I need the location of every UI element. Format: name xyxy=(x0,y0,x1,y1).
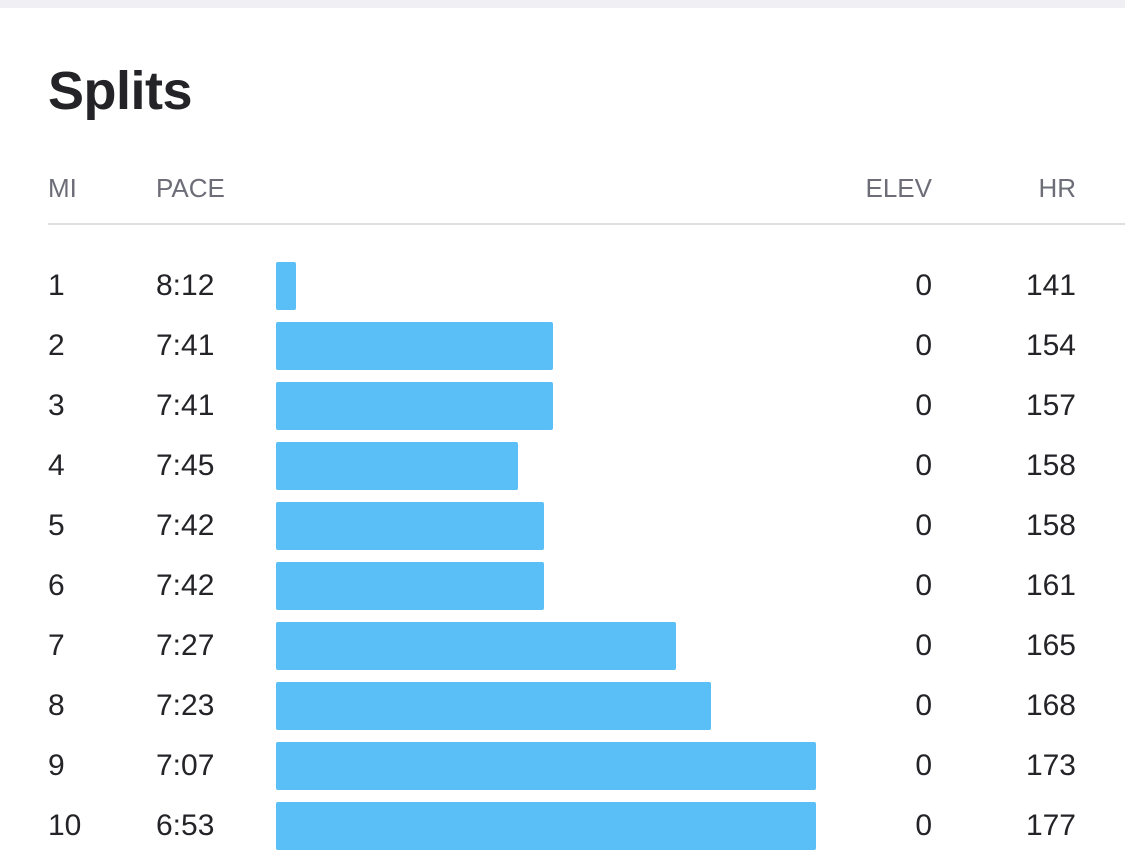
split-elevation: 0 xyxy=(915,329,932,362)
split-pace: 7:07 xyxy=(156,749,215,782)
top-divider-strip xyxy=(0,0,1125,8)
split-row: 10 6:53 0 177 xyxy=(0,796,1125,856)
split-heart-rate: 157 xyxy=(1025,389,1076,422)
split-pace: 7:41 xyxy=(156,389,215,422)
splits-table: 1 8:12 0 141 2 7:41 0 154 3 7:41 0 157 4… xyxy=(0,256,1125,856)
split-pace: 8:12 xyxy=(156,269,215,302)
column-header-elev: ELEV xyxy=(865,173,933,203)
split-row: 9 7:07 0 173 xyxy=(0,736,1125,796)
split-mile: 9 xyxy=(48,749,65,782)
split-pace: 6:53 xyxy=(156,809,215,842)
split-mile: 1 xyxy=(48,269,65,302)
split-heart-rate: 141 xyxy=(1025,269,1076,302)
split-row: 7 7:27 0 165 xyxy=(0,616,1125,676)
pace-bar xyxy=(276,622,676,670)
split-pace: 7:41 xyxy=(156,329,215,362)
split-mile: 7 xyxy=(48,629,65,662)
split-mile: 8 xyxy=(48,689,65,722)
split-row: 5 7:42 0 158 xyxy=(0,496,1125,556)
split-elevation: 0 xyxy=(915,629,932,662)
split-heart-rate: 168 xyxy=(1025,689,1076,722)
split-mile: 6 xyxy=(48,569,65,602)
column-header-mi: MI xyxy=(48,173,77,203)
split-mile: 2 xyxy=(48,329,65,362)
pace-bar xyxy=(276,502,544,550)
pace-bar xyxy=(276,562,544,610)
splits-title: Splits xyxy=(48,61,193,121)
column-header-hr: HR xyxy=(1038,173,1076,203)
split-mile: 5 xyxy=(48,509,65,542)
split-row: 2 7:41 0 154 xyxy=(0,316,1125,376)
pace-bar xyxy=(276,742,816,790)
header-divider xyxy=(48,223,1125,225)
split-elevation: 0 xyxy=(915,449,932,482)
split-heart-rate: 161 xyxy=(1025,569,1076,602)
pace-bar xyxy=(276,322,553,370)
split-elevation: 0 xyxy=(915,809,932,842)
pace-bar xyxy=(276,682,711,730)
split-mile: 4 xyxy=(48,449,65,482)
split-mile: 10 xyxy=(48,809,82,842)
split-elevation: 0 xyxy=(915,389,932,422)
split-heart-rate: 158 xyxy=(1025,509,1076,542)
split-heart-rate: 165 xyxy=(1025,629,1076,662)
split-row: 3 7:41 0 157 xyxy=(0,376,1125,436)
split-heart-rate: 177 xyxy=(1025,809,1076,842)
split-pace: 7:42 xyxy=(156,569,215,602)
split-mile: 3 xyxy=(48,389,65,422)
split-pace: 7:45 xyxy=(156,449,215,482)
split-row: 4 7:45 0 158 xyxy=(0,436,1125,496)
split-heart-rate: 154 xyxy=(1025,329,1076,362)
split-elevation: 0 xyxy=(915,749,932,782)
split-elevation: 0 xyxy=(915,569,932,602)
split-pace: 7:23 xyxy=(156,689,215,722)
split-row: 1 8:12 0 141 xyxy=(0,256,1125,316)
split-heart-rate: 158 xyxy=(1025,449,1076,482)
split-heart-rate: 173 xyxy=(1025,749,1076,782)
pace-bar xyxy=(276,382,553,430)
split-elevation: 0 xyxy=(915,269,932,302)
split-pace: 7:42 xyxy=(156,509,215,542)
split-row: 6 7:42 0 161 xyxy=(0,556,1125,616)
column-header-pace: PACE xyxy=(156,173,225,203)
pace-bar xyxy=(276,262,296,310)
split-elevation: 0 xyxy=(915,509,932,542)
split-elevation: 0 xyxy=(915,689,932,722)
pace-bar xyxy=(276,802,816,850)
pace-bar xyxy=(276,442,518,490)
split-row: 8 7:23 0 168 xyxy=(0,676,1125,736)
split-pace: 7:27 xyxy=(156,629,215,662)
